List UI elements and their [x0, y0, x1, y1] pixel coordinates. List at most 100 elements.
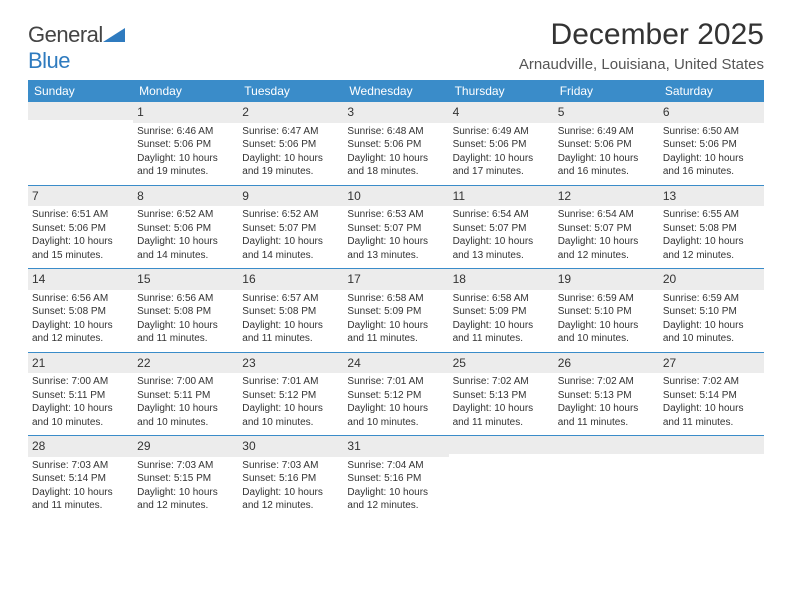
sunrise-text: Sunrise: 6:46 AM [137, 125, 234, 139]
day-number: 19 [558, 272, 571, 286]
sunrise-text: Sunrise: 6:52 AM [137, 208, 234, 222]
day-number-row [449, 436, 554, 454]
brand-logo: General Blue [28, 22, 125, 74]
sunrise-text: Sunrise: 6:49 AM [453, 125, 550, 139]
day-number-row: 17 [343, 269, 448, 290]
daylight-text: Daylight: 10 hours and 12 minutes. [137, 486, 234, 513]
day-number-row: 25 [449, 353, 554, 374]
sunset-text: Sunset: 5:06 PM [347, 138, 444, 152]
day-number-row: 5 [554, 102, 659, 123]
calendar: Sunday Monday Tuesday Wednesday Thursday… [28, 80, 764, 519]
day-number: 1 [137, 105, 144, 119]
sunrise-text: Sunrise: 6:52 AM [242, 208, 339, 222]
sunset-text: Sunset: 5:14 PM [663, 389, 760, 403]
week-row: 7Sunrise: 6:51 AMSunset: 5:06 PMDaylight… [28, 186, 764, 270]
daylight-text: Daylight: 10 hours and 10 minutes. [347, 402, 444, 429]
day-number: 8 [137, 189, 144, 203]
sunset-text: Sunset: 5:10 PM [558, 305, 655, 319]
day-cell: 13Sunrise: 6:55 AMSunset: 5:08 PMDayligh… [659, 186, 764, 269]
sunrise-text: Sunrise: 6:53 AM [347, 208, 444, 222]
day-number: 4 [453, 105, 460, 119]
day-number-row: 27 [659, 353, 764, 374]
location: Arnaudville, Louisiana, United States [519, 56, 764, 73]
month-title: December 2025 [519, 18, 764, 52]
day-number: 23 [242, 356, 255, 370]
day-number-row: 15 [133, 269, 238, 290]
day-number-row [28, 102, 133, 120]
daylight-text: Daylight: 10 hours and 19 minutes. [242, 152, 339, 179]
sunset-text: Sunset: 5:06 PM [137, 138, 234, 152]
week-row: 28Sunrise: 7:03 AMSunset: 5:14 PMDayligh… [28, 436, 764, 519]
daylight-text: Daylight: 10 hours and 11 minutes. [242, 319, 339, 346]
daylight-text: Daylight: 10 hours and 12 minutes. [558, 235, 655, 262]
day-number: 20 [663, 272, 676, 286]
day-number-row: 4 [449, 102, 554, 123]
day-number: 5 [558, 105, 565, 119]
sunset-text: Sunset: 5:08 PM [663, 222, 760, 236]
sunset-text: Sunset: 5:13 PM [558, 389, 655, 403]
day-number-row: 10 [343, 186, 448, 207]
sunrise-text: Sunrise: 7:02 AM [663, 375, 760, 389]
sunset-text: Sunset: 5:06 PM [32, 222, 129, 236]
day-number-row: 21 [28, 353, 133, 374]
sunrise-text: Sunrise: 6:51 AM [32, 208, 129, 222]
triangle-icon [103, 26, 125, 42]
day-cell: 7Sunrise: 6:51 AMSunset: 5:06 PMDaylight… [28, 186, 133, 269]
daylight-text: Daylight: 10 hours and 16 minutes. [558, 152, 655, 179]
brand-part2: Blue [28, 48, 70, 73]
day-cell: 4Sunrise: 6:49 AMSunset: 5:06 PMDaylight… [449, 102, 554, 185]
dow-thursday: Thursday [449, 80, 554, 102]
sunset-text: Sunset: 5:09 PM [453, 305, 550, 319]
daylight-text: Daylight: 10 hours and 12 minutes. [347, 486, 444, 513]
day-number-row: 1 [133, 102, 238, 123]
sunset-text: Sunset: 5:06 PM [453, 138, 550, 152]
day-cell [28, 102, 133, 185]
day-number-row [659, 436, 764, 454]
brand-part1: General [28, 22, 103, 47]
day-number: 6 [663, 105, 670, 119]
sunrise-text: Sunrise: 6:54 AM [558, 208, 655, 222]
sunset-text: Sunset: 5:14 PM [32, 472, 129, 486]
day-number: 17 [347, 272, 360, 286]
sunset-text: Sunset: 5:13 PM [453, 389, 550, 403]
day-cell: 15Sunrise: 6:56 AMSunset: 5:08 PMDayligh… [133, 269, 238, 352]
day-number-row: 6 [659, 102, 764, 123]
header: General Blue December 2025 Arnaudville, … [28, 18, 764, 74]
day-number-row: 19 [554, 269, 659, 290]
sunset-text: Sunset: 5:07 PM [347, 222, 444, 236]
day-cell: 16Sunrise: 6:57 AMSunset: 5:08 PMDayligh… [238, 269, 343, 352]
day-number-row: 9 [238, 186, 343, 207]
day-number-row: 16 [238, 269, 343, 290]
day-cell: 9Sunrise: 6:52 AMSunset: 5:07 PMDaylight… [238, 186, 343, 269]
day-cell: 6Sunrise: 6:50 AMSunset: 5:06 PMDaylight… [659, 102, 764, 185]
day-number: 9 [242, 189, 249, 203]
sunset-text: Sunset: 5:06 PM [137, 222, 234, 236]
sunrise-text: Sunrise: 6:56 AM [137, 292, 234, 306]
day-number: 2 [242, 105, 249, 119]
daylight-text: Daylight: 10 hours and 11 minutes. [663, 402, 760, 429]
day-number-row: 20 [659, 269, 764, 290]
sunrise-text: Sunrise: 7:01 AM [347, 375, 444, 389]
dow-saturday: Saturday [659, 80, 764, 102]
day-number: 14 [32, 272, 45, 286]
day-number-row: 11 [449, 186, 554, 207]
daylight-text: Daylight: 10 hours and 14 minutes. [242, 235, 339, 262]
sunset-text: Sunset: 5:08 PM [32, 305, 129, 319]
day-number: 26 [558, 356, 571, 370]
day-cell: 11Sunrise: 6:54 AMSunset: 5:07 PMDayligh… [449, 186, 554, 269]
day-number-row: 22 [133, 353, 238, 374]
daylight-text: Daylight: 10 hours and 15 minutes. [32, 235, 129, 262]
sunrise-text: Sunrise: 7:02 AM [453, 375, 550, 389]
day-number: 15 [137, 272, 150, 286]
daylight-text: Daylight: 10 hours and 12 minutes. [663, 235, 760, 262]
day-number: 21 [32, 356, 45, 370]
day-cell: 3Sunrise: 6:48 AMSunset: 5:06 PMDaylight… [343, 102, 448, 185]
day-number: 22 [137, 356, 150, 370]
sunrise-text: Sunrise: 6:59 AM [558, 292, 655, 306]
sunrise-text: Sunrise: 7:00 AM [32, 375, 129, 389]
daylight-text: Daylight: 10 hours and 11 minutes. [558, 402, 655, 429]
day-number-row: 28 [28, 436, 133, 457]
daylight-text: Daylight: 10 hours and 16 minutes. [663, 152, 760, 179]
sunrise-text: Sunrise: 6:58 AM [453, 292, 550, 306]
day-cell: 10Sunrise: 6:53 AMSunset: 5:07 PMDayligh… [343, 186, 448, 269]
